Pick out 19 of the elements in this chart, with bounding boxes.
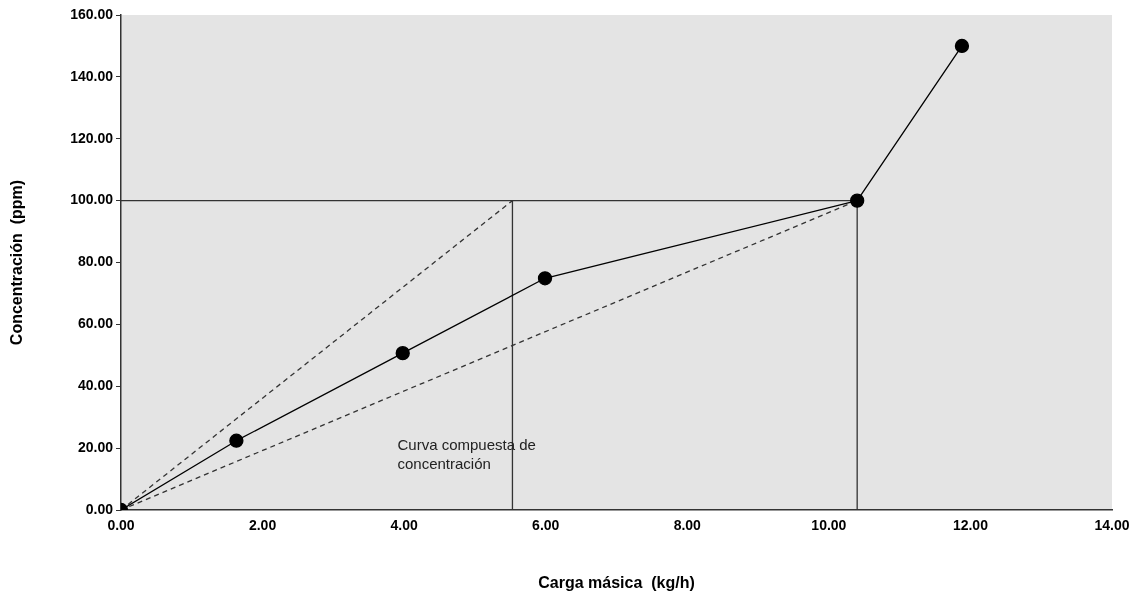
y-tick-label: 160.00: [70, 5, 114, 22]
x-tick-label: 2.00: [248, 517, 277, 534]
y-tick-label: 120.00: [70, 129, 114, 146]
x-tick-label: 8.00: [673, 517, 702, 534]
y-tick-label: 140.00: [70, 67, 114, 84]
y-tick-label: 80.00: [77, 253, 114, 270]
x-tick-label: 14.00: [1094, 517, 1130, 534]
x-tick-label: 12.00: [952, 517, 989, 534]
y-tick-label: 20.00: [77, 438, 114, 455]
x-tick-label: 6.00: [532, 517, 560, 534]
x-axis-title: Carga másica (kg/h): [538, 573, 695, 591]
x-tick-label: 4.00: [390, 517, 418, 534]
y-tick-label: 60.00: [77, 315, 114, 332]
y-tick-label: 0.00: [85, 500, 114, 517]
x-tick-label: 10.00: [811, 517, 847, 534]
x-tick-label: 0.00: [107, 517, 135, 534]
y-tick-label: 40.00: [77, 377, 114, 394]
y-axis-title: Concentración (ppm): [8, 179, 26, 346]
y-tick-label: 100.00: [70, 191, 114, 208]
